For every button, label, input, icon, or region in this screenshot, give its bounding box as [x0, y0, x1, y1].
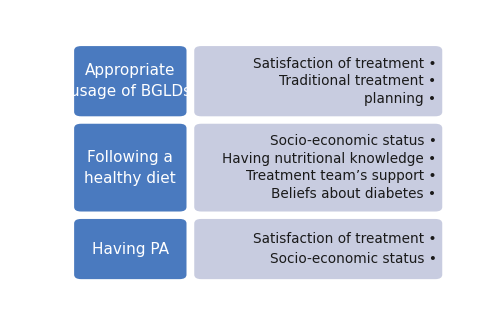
Text: Satisfaction of treatment •: Satisfaction of treatment •	[253, 232, 436, 246]
FancyBboxPatch shape	[74, 46, 186, 116]
FancyBboxPatch shape	[74, 124, 186, 212]
Text: Traditional treatment •: Traditional treatment •	[280, 74, 436, 88]
FancyBboxPatch shape	[194, 46, 442, 116]
Text: Following a
healthy diet: Following a healthy diet	[84, 150, 176, 185]
FancyBboxPatch shape	[194, 124, 442, 212]
Text: Appropriate
usage of BGLDs: Appropriate usage of BGLDs	[70, 63, 191, 99]
Text: Socio-economic status •: Socio-economic status •	[270, 252, 436, 266]
Text: Socio-economic status •: Socio-economic status •	[270, 134, 436, 148]
Text: planning •: planning •	[364, 92, 436, 106]
Text: Having nutritional knowledge •: Having nutritional knowledge •	[222, 152, 436, 166]
FancyBboxPatch shape	[74, 219, 186, 279]
Text: Satisfaction of treatment •: Satisfaction of treatment •	[253, 57, 436, 71]
Text: Treatment team’s support •: Treatment team’s support •	[246, 169, 436, 184]
Text: Having PA: Having PA	[92, 242, 169, 257]
FancyBboxPatch shape	[194, 219, 442, 279]
Text: Beliefs about diabetes •: Beliefs about diabetes •	[272, 187, 436, 201]
